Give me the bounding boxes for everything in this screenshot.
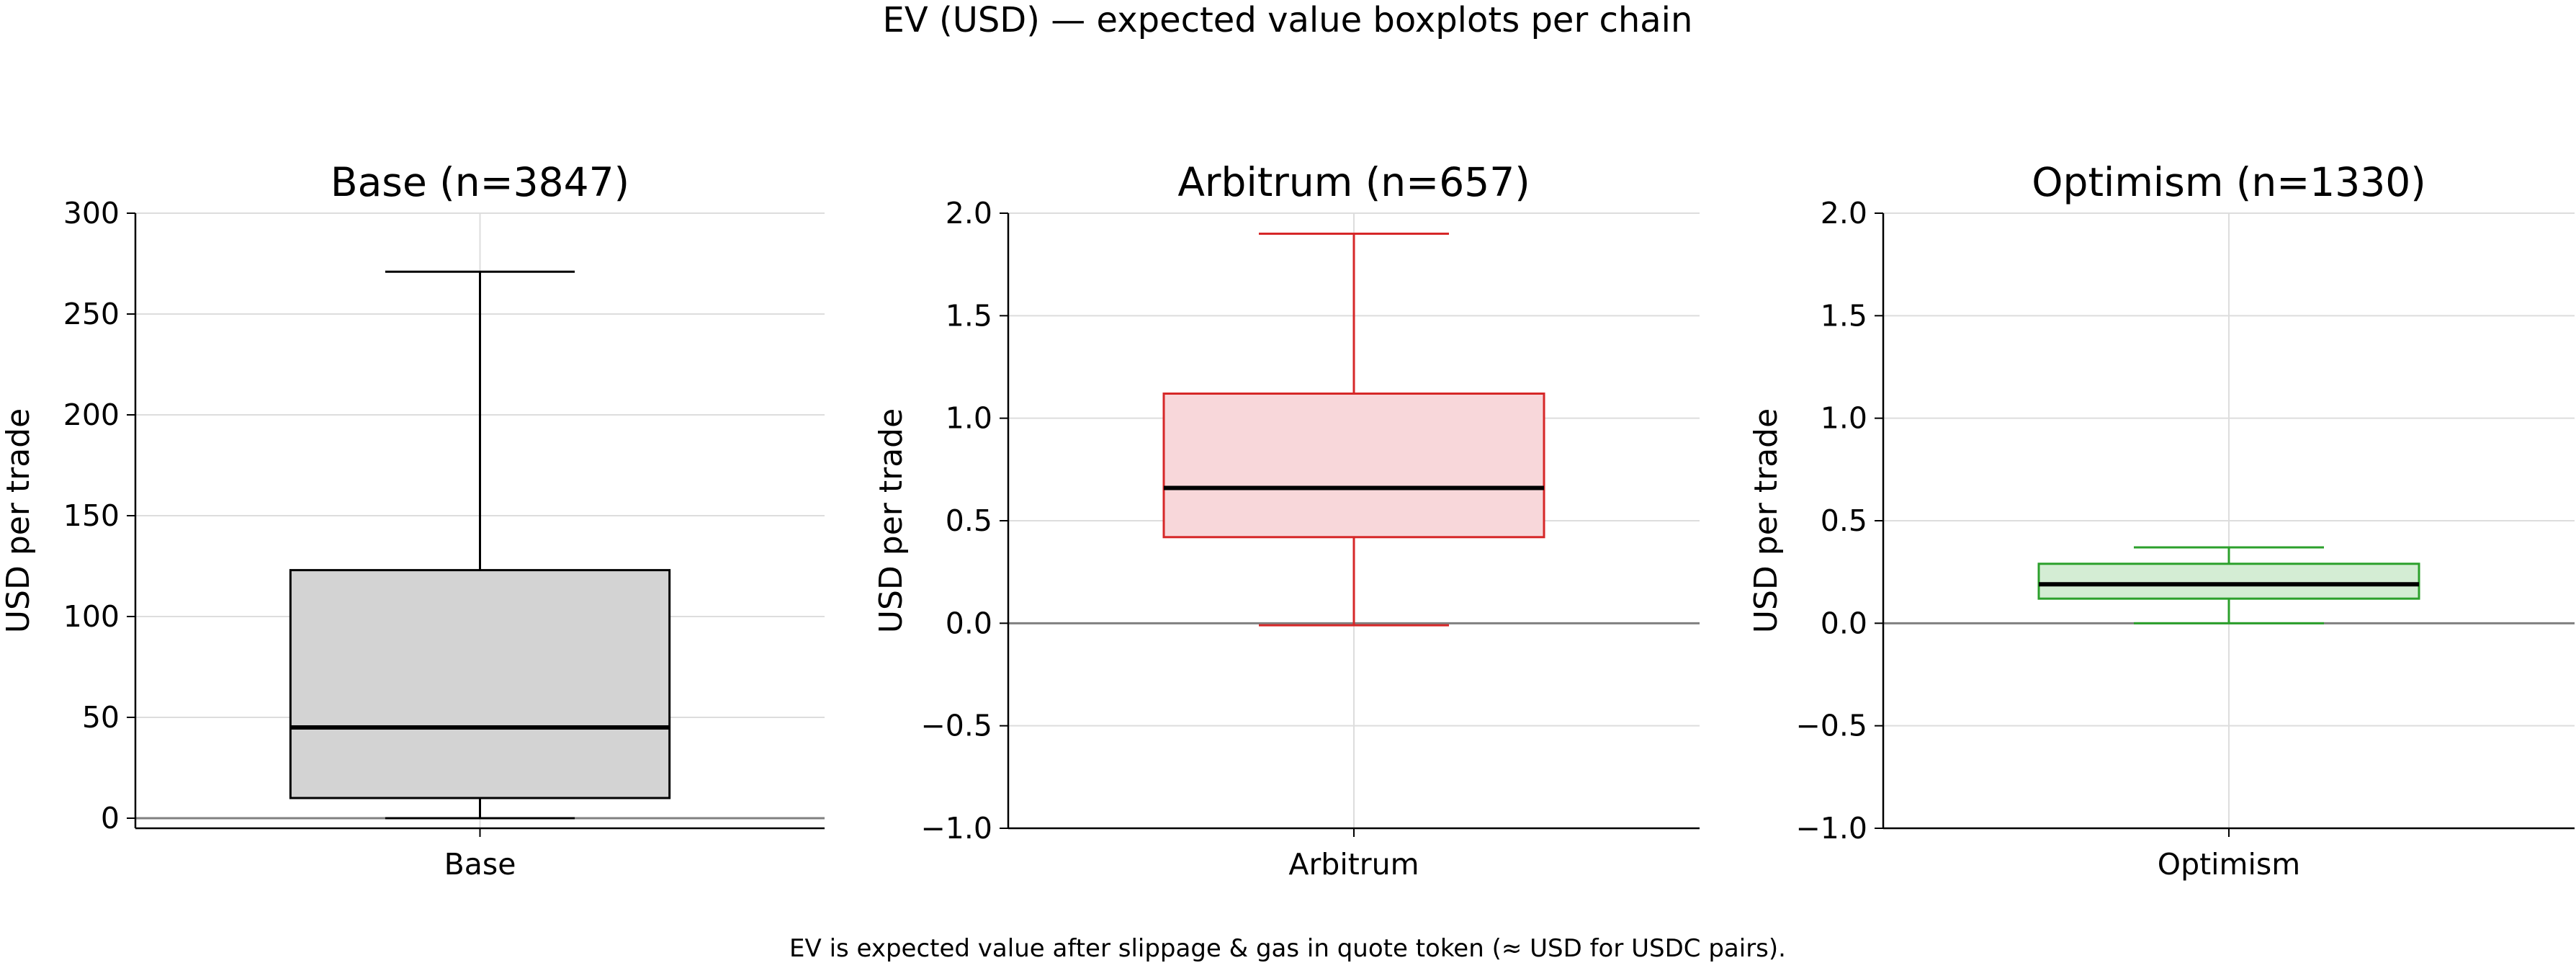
y-tick-label: −0.5 [1795, 709, 1867, 743]
y-tick-label: 250 [63, 297, 120, 331]
y-axis-label: USD per trade [1748, 408, 1785, 633]
y-tick-label: 1.5 [1821, 298, 1867, 333]
chart-panels: 0 50 100 150 200 250 300 Base Base (n=3847) USD p… [0, 159, 2575, 882]
figure-suptitle: EV (USD) — expected value boxplots per c… [883, 0, 1693, 40]
y-axis-label: USD per trade [0, 408, 37, 633]
chart-title: Base (n=3847) [331, 159, 629, 205]
y-tick-label: 2.0 [1821, 196, 1867, 230]
y-tick-label: 150 [63, 498, 120, 533]
y-tick-label: −1.0 [920, 811, 992, 846]
iqr-box [289, 569, 671, 799]
y-tick-label: −1.0 [1795, 811, 1867, 846]
y-tick-label: 1.5 [946, 298, 992, 333]
y-tick-label: 2.0 [946, 196, 992, 230]
figure-footnote: EV is expected value after slippage & ga… [789, 934, 1786, 963]
x-tick-label: Arbitrum [1288, 847, 1419, 882]
chart-panel-3: −1.0 −0.5 0.0 0.5 1.0 1.5 2.0 Optimism Optimism … [1748, 159, 2575, 882]
chart-title: Arbitrum (n=657) [1177, 159, 1530, 205]
y-axis-label: USD per trade [873, 408, 910, 633]
iqr-box [1162, 393, 1545, 539]
x-tick-label: Optimism [2158, 847, 2300, 882]
y-tick-label: 0 [101, 801, 120, 835]
x-tick-label: Base [444, 847, 516, 882]
chart-panel-2: −1.0 −0.5 0.0 0.5 1.0 1.5 2.0 Arbitrum Arbitrum … [873, 159, 1700, 882]
y-tick-label: 1.0 [1821, 401, 1867, 436]
y-tick-label: 300 [63, 196, 120, 230]
y-tick-label: 1.0 [946, 401, 992, 436]
y-tick-label: 0.5 [1821, 503, 1867, 538]
y-tick-label: 0.0 [1821, 606, 1867, 640]
chart-title: Optimism (n=1330) [2032, 159, 2425, 205]
y-tick-label: 200 [63, 398, 120, 432]
iqr-box [2037, 563, 2420, 600]
chart-panel-1: 0 50 100 150 200 250 300 Base Base (n=3847) USD p… [0, 159, 825, 882]
y-tick-label: 0.5 [946, 503, 992, 538]
y-tick-label: 50 [82, 700, 120, 735]
y-tick-label: 100 [63, 599, 120, 634]
y-tick-label: 0.0 [946, 606, 992, 640]
y-tick-label: −0.5 [920, 709, 992, 743]
